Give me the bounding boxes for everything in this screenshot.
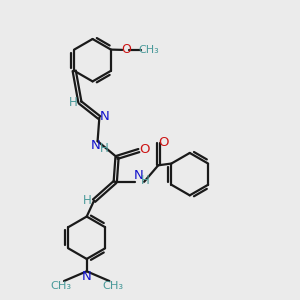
Text: O: O: [121, 44, 131, 56]
Text: N: N: [90, 140, 100, 152]
Text: CH₃: CH₃: [138, 45, 159, 55]
Text: N: N: [100, 110, 110, 123]
Text: O: O: [139, 143, 149, 156]
Text: CH₃: CH₃: [102, 281, 124, 291]
Text: H: H: [100, 142, 108, 155]
Text: N: N: [134, 169, 144, 182]
Text: H: H: [83, 194, 92, 207]
Text: N: N: [82, 270, 92, 283]
Text: CH₃: CH₃: [50, 281, 71, 291]
Text: O: O: [158, 136, 169, 148]
Text: H: H: [69, 96, 78, 109]
Text: H: H: [141, 173, 150, 187]
